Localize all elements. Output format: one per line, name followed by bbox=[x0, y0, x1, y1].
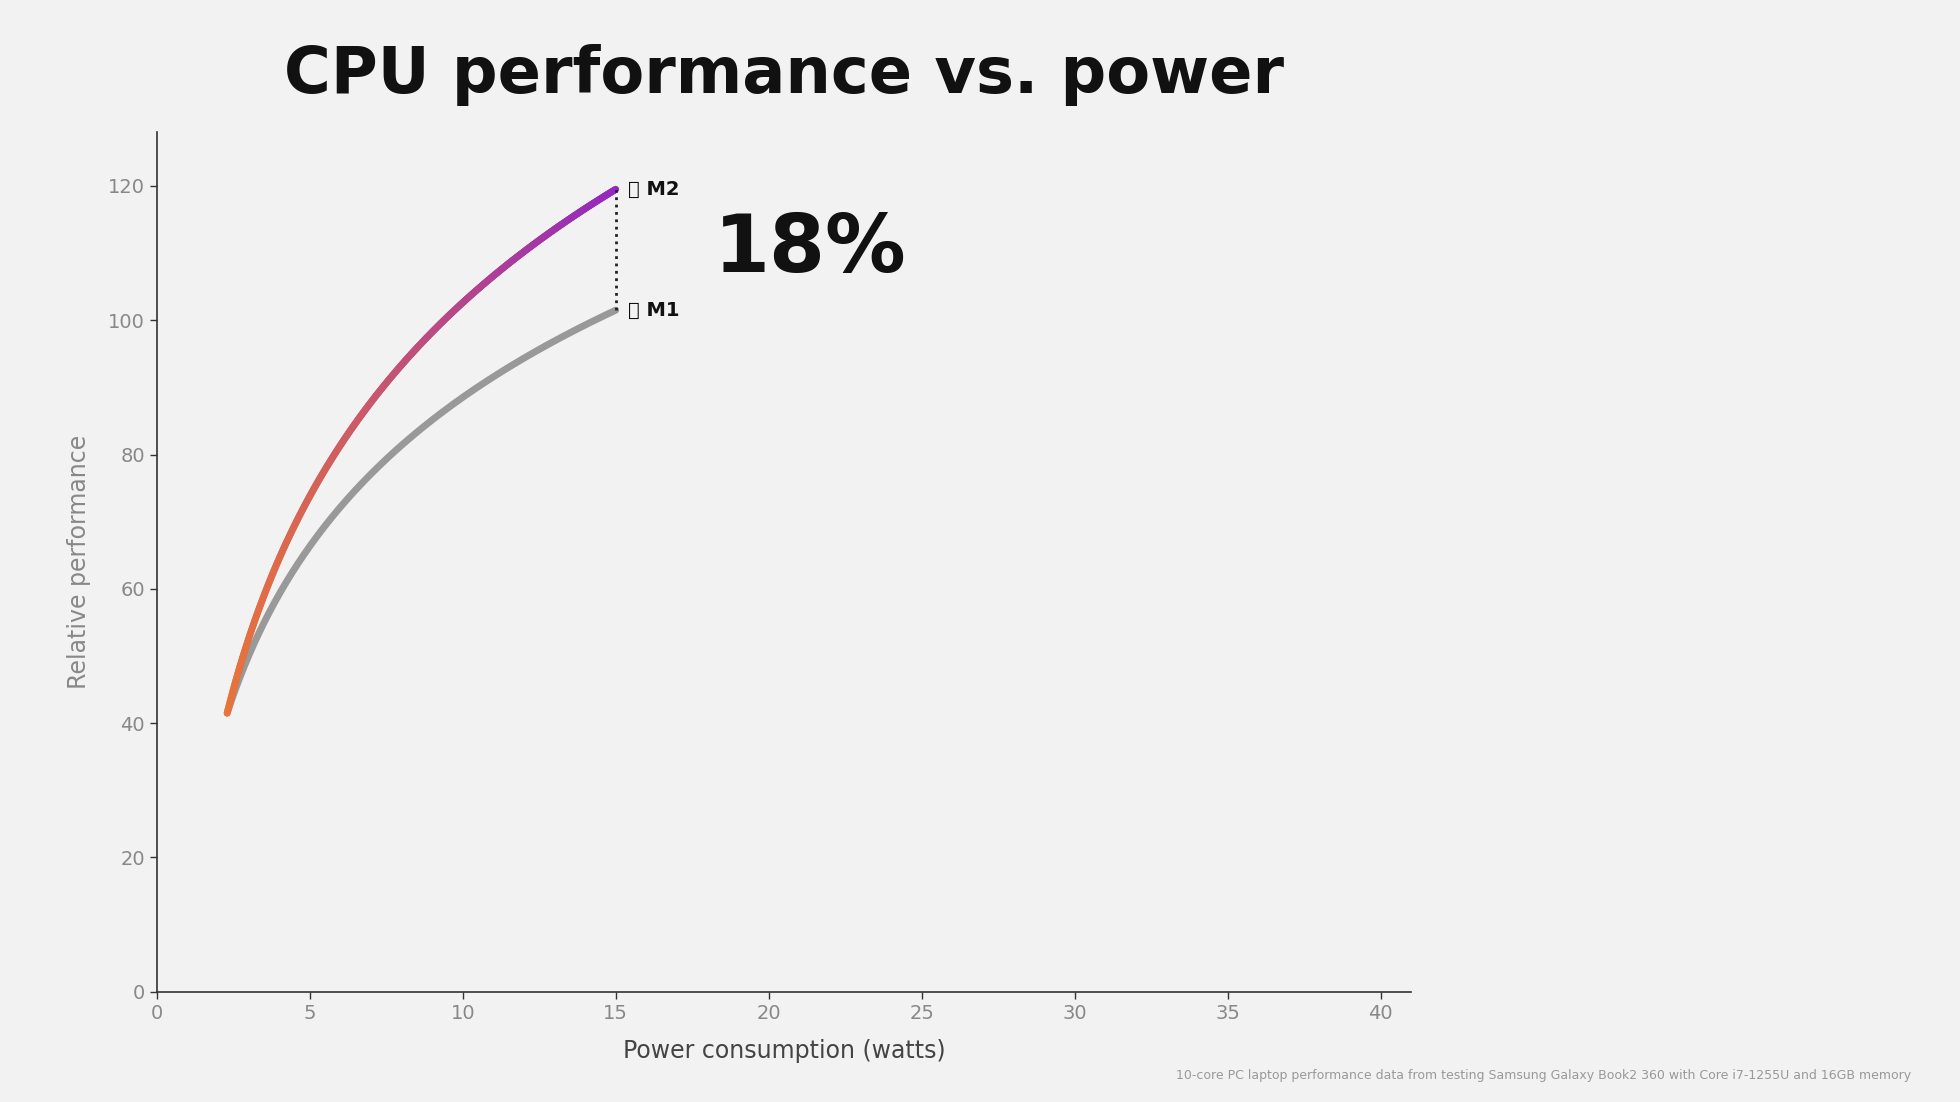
Text:  M1:  M1 bbox=[627, 301, 680, 320]
Text:  M2:  M2 bbox=[627, 180, 680, 198]
Title: CPU performance vs. power: CPU performance vs. power bbox=[284, 44, 1284, 107]
Text: 10-core PC laptop performance data from testing Samsung Galaxy Book2 360 with Co: 10-core PC laptop performance data from … bbox=[1176, 1069, 1911, 1082]
Text: 18%: 18% bbox=[713, 210, 906, 289]
X-axis label: Power consumption (watts): Power consumption (watts) bbox=[623, 1039, 945, 1063]
Y-axis label: Relative performance: Relative performance bbox=[67, 435, 92, 689]
